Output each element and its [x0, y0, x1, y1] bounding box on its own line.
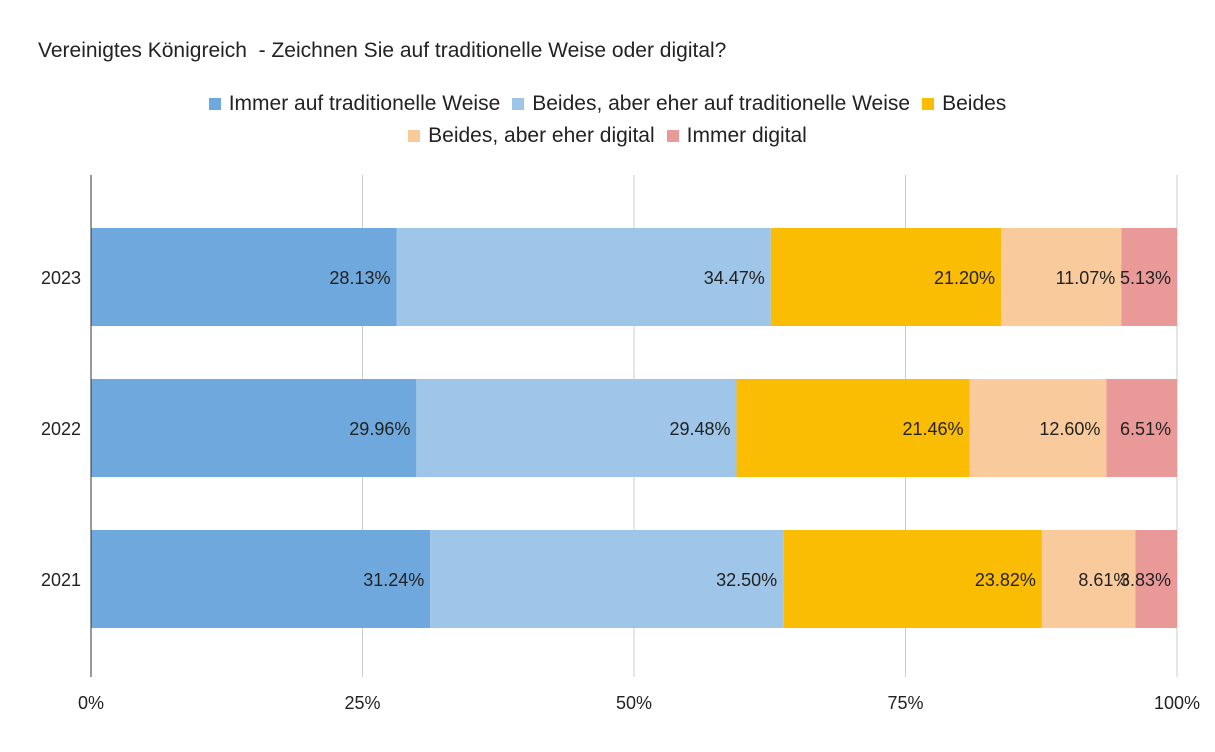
data-label: 29.96%	[349, 419, 410, 439]
legend-label: Immer auf traditionelle Weise	[228, 92, 501, 115]
x-tick-label: 100%	[1154, 693, 1200, 713]
legend-item-immer-digital[interactable]: Immer digital	[666, 124, 807, 148]
bar-segment	[430, 530, 784, 628]
legend-item-eher-traditionell[interactable]: Beides, aber eher auf traditionelle Weis…	[512, 92, 910, 116]
y-category-label: 2022	[41, 419, 81, 439]
bar-segment	[91, 530, 431, 628]
bar-segment	[770, 228, 1002, 326]
data-label: 34.47%	[704, 268, 765, 288]
legend-label: Beides, aber eher digital	[428, 124, 655, 147]
legend-label: Beides	[942, 92, 1007, 115]
legend-label: Beides, aber eher auf traditionelle Weis…	[532, 92, 911, 115]
legend-label: Immer digital	[686, 124, 807, 147]
bar-segment	[416, 379, 737, 477]
x-tick-label: 25%	[344, 693, 380, 713]
data-label: 8.61%	[1078, 570, 1129, 590]
bar-segment	[1041, 530, 1136, 628]
legend-swatch	[666, 130, 679, 142]
bar-segment	[1121, 228, 1177, 326]
bar-segment	[969, 379, 1107, 477]
legend-row-2: Beides, aber eher digital Immer digital	[0, 124, 1215, 148]
data-label: 21.20%	[934, 268, 995, 288]
bar-segment	[396, 228, 771, 326]
data-label: 23.82%	[975, 570, 1036, 590]
bar-segment	[91, 379, 417, 477]
data-label: 6.51%	[1120, 419, 1171, 439]
legend-swatch	[408, 130, 421, 142]
bar-segment	[783, 530, 1042, 628]
chart-title: Vereinigtes Königreich - Zeichnen Sie au…	[38, 39, 727, 62]
bar-segment	[91, 228, 397, 326]
legend-item-immer-traditionell[interactable]: Immer auf traditionelle Weise	[208, 92, 501, 116]
data-label: 5.13%	[1120, 268, 1171, 288]
data-label: 32.50%	[716, 570, 777, 590]
bar-segment	[1135, 530, 1177, 628]
data-label: 12.60%	[1039, 419, 1100, 439]
y-category-label: 2023	[41, 268, 81, 288]
data-label: 21.46%	[903, 419, 964, 439]
legend-swatch	[512, 98, 525, 110]
data-label: 28.13%	[329, 268, 390, 288]
legend-item-beides[interactable]: Beides	[922, 92, 1006, 116]
bar-segment	[1001, 228, 1122, 326]
data-label: 3.83%	[1120, 570, 1171, 590]
data-label: 29.48%	[669, 419, 730, 439]
legend-swatch	[922, 98, 935, 110]
data-label: 31.24%	[363, 570, 424, 590]
x-tick-label: 0%	[78, 693, 104, 713]
legend-row-1: Immer auf traditionelle Weise Beides, ab…	[0, 92, 1215, 116]
x-tick-label: 50%	[616, 693, 652, 713]
bar-segment	[736, 379, 970, 477]
x-tick-label: 75%	[887, 693, 923, 713]
legend-item-eher-digital[interactable]: Beides, aber eher digital	[408, 124, 655, 148]
data-label: 11.07%	[1056, 268, 1116, 288]
legend-swatch	[208, 98, 221, 110]
bar-segment	[1106, 379, 1178, 477]
y-category-label: 2021	[41, 570, 81, 590]
